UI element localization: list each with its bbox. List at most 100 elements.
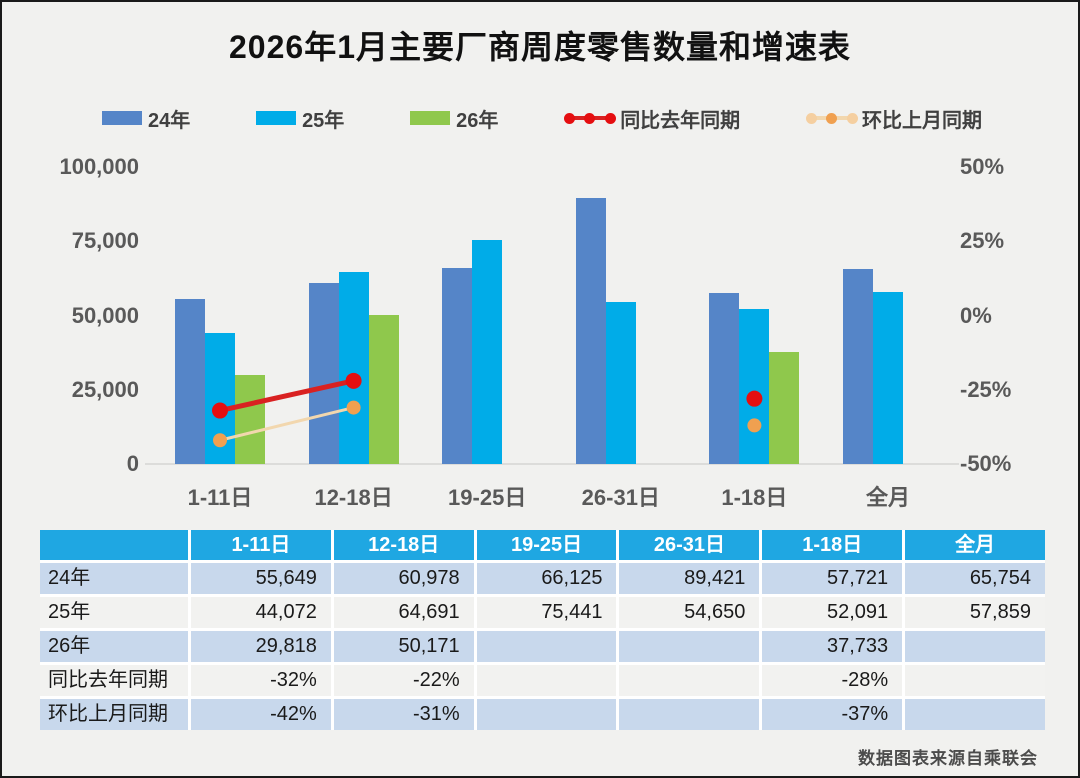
table-header-cell: 12-18日 <box>333 530 474 560</box>
table-cell: 57,859 <box>905 597 1045 628</box>
bar-25年 <box>605 301 636 464</box>
data-table: 1-11日 12-18日 19-25日 26-31日 1-18日 全月 24年 55,649 6… <box>40 530 1045 730</box>
y-axis-tick-right: -25% <box>960 376 1012 402</box>
legend-item: 26年 <box>410 104 498 133</box>
table-header-cell: 26-31日 <box>619 530 760 560</box>
bar-26年 <box>368 315 399 464</box>
bar-25年 <box>739 309 770 464</box>
table-header-cell: 全月 <box>905 530 1045 560</box>
line-point-同比去年同期 <box>345 372 362 389</box>
table-cell: 55,649 <box>191 563 331 594</box>
table-cell: 64,691 <box>333 597 474 628</box>
table-cell: 89,421 <box>619 563 760 594</box>
bar-24年 <box>175 298 205 464</box>
table-header-cell: 1-18日 <box>762 530 903 560</box>
bar-24年 <box>709 292 740 464</box>
table-cell: 57,721 <box>762 563 903 594</box>
source-note: 数据图表来源自乘联会 <box>858 749 1038 768</box>
table-cell: -22% <box>333 665 474 696</box>
table-cell: 52,091 <box>762 597 903 628</box>
x-axis-label: 12-18日 <box>314 485 393 510</box>
table-cell: 60,978 <box>333 563 474 594</box>
legend-label: 24年 <box>148 109 191 132</box>
legend-line-dot <box>847 113 858 124</box>
table-cell: -28% <box>762 665 903 696</box>
bar-26年 <box>769 351 800 464</box>
y-axis-tick-left: 50,000 <box>71 302 139 328</box>
table-cell <box>905 631 1045 662</box>
bar-25年 <box>472 239 503 464</box>
legend-label: 同比去年同期 <box>620 109 741 132</box>
legend-line-dot <box>806 113 817 124</box>
line-segment-环比上月同期 <box>218 406 356 442</box>
bar-24年 <box>575 198 606 464</box>
table-row-label: 环比上月同期 <box>40 699 188 730</box>
y-axis-tick-left: 100,000 <box>59 154 139 179</box>
legend-item: 24年 <box>102 104 190 133</box>
table-cell: 37,733 <box>762 631 903 662</box>
table-cell: 66,125 <box>476 563 617 594</box>
table-cell <box>619 631 760 662</box>
table-cell <box>619 699 760 730</box>
plot-area <box>147 167 952 464</box>
table-cell: 50,171 <box>333 631 474 662</box>
table-cell <box>476 699 617 730</box>
legend-line-marker <box>806 110 858 126</box>
legend-bar-swatch <box>410 111 451 125</box>
line-series-overlay <box>212 372 763 448</box>
table-cell: 54,650 <box>619 597 760 628</box>
y-axis-tick-right: -50% <box>960 451 1012 476</box>
bar-25年 <box>338 271 369 464</box>
line-point-同比去年同期 <box>746 390 763 407</box>
table-row-label: 同比去年同期 <box>40 665 188 696</box>
legend-item: 同比去年同期 <box>564 104 740 133</box>
table-cell <box>619 665 760 696</box>
table-cell <box>476 665 617 696</box>
legend-line-dot <box>605 113 617 124</box>
table-header-cell <box>40 530 188 560</box>
table-cell: 44,072 <box>191 597 331 628</box>
legend-item: 环比上月同期 <box>806 104 982 133</box>
y-axis-tick-right: 0% <box>960 302 992 328</box>
table-row-label: 25年 <box>40 597 188 628</box>
legend-label: 25年 <box>302 109 345 132</box>
table-cell: -31% <box>333 699 474 730</box>
table-cell: -32% <box>191 665 331 696</box>
table-cell <box>905 699 1045 730</box>
table-cell <box>476 631 617 662</box>
legend: 24年 25年 26年 同比去年同期 环比上月同期 <box>102 104 982 132</box>
bar-25年 <box>873 292 903 464</box>
table-cell: -37% <box>762 699 903 730</box>
line-point-环比上月同期 <box>346 400 361 415</box>
bar-24年 <box>442 267 473 464</box>
legend-item: 25年 <box>256 104 344 133</box>
bar-26年 <box>235 375 265 464</box>
x-axis-label: 全月 <box>865 485 910 510</box>
page-title: 2026年1月主要厂商周度零售数量和增速表 <box>229 29 851 65</box>
legend-label: 26年 <box>456 109 499 132</box>
y-axis-tick-left: 0 <box>126 451 139 476</box>
line-segment-同比去年同期 <box>217 378 357 414</box>
x-axis-label: 19-25日 <box>448 485 527 510</box>
y-axis-tick-right: 25% <box>960 228 1005 254</box>
x-axis-label: 1-18日 <box>721 485 788 510</box>
table-cell: 29,818 <box>191 631 331 662</box>
table-row-label: 24年 <box>40 563 188 594</box>
line-point-环比上月同期 <box>747 418 762 433</box>
x-axis-label: 1-11日 <box>187 485 253 510</box>
legend-label: 环比上月同期 <box>862 109 982 132</box>
legend-line-dot <box>564 113 576 124</box>
bar-24年 <box>308 282 339 464</box>
bar-24年 <box>843 268 873 464</box>
table-header-cell: 1-11日 <box>191 530 331 560</box>
table-cell: 65,754 <box>905 563 1045 594</box>
legend-line-dot <box>826 113 837 124</box>
y-axis-tick-left: 75,000 <box>71 228 139 254</box>
table-cell: -42% <box>191 699 331 730</box>
y-axis-tick-left: 25,000 <box>71 376 139 402</box>
x-axis-line <box>145 463 959 465</box>
table-row-label: 26年 <box>40 631 188 662</box>
x-axis-label: 26-31日 <box>581 485 660 510</box>
legend-bar-swatch <box>256 111 297 125</box>
line-point-同比去年同期 <box>212 402 228 419</box>
